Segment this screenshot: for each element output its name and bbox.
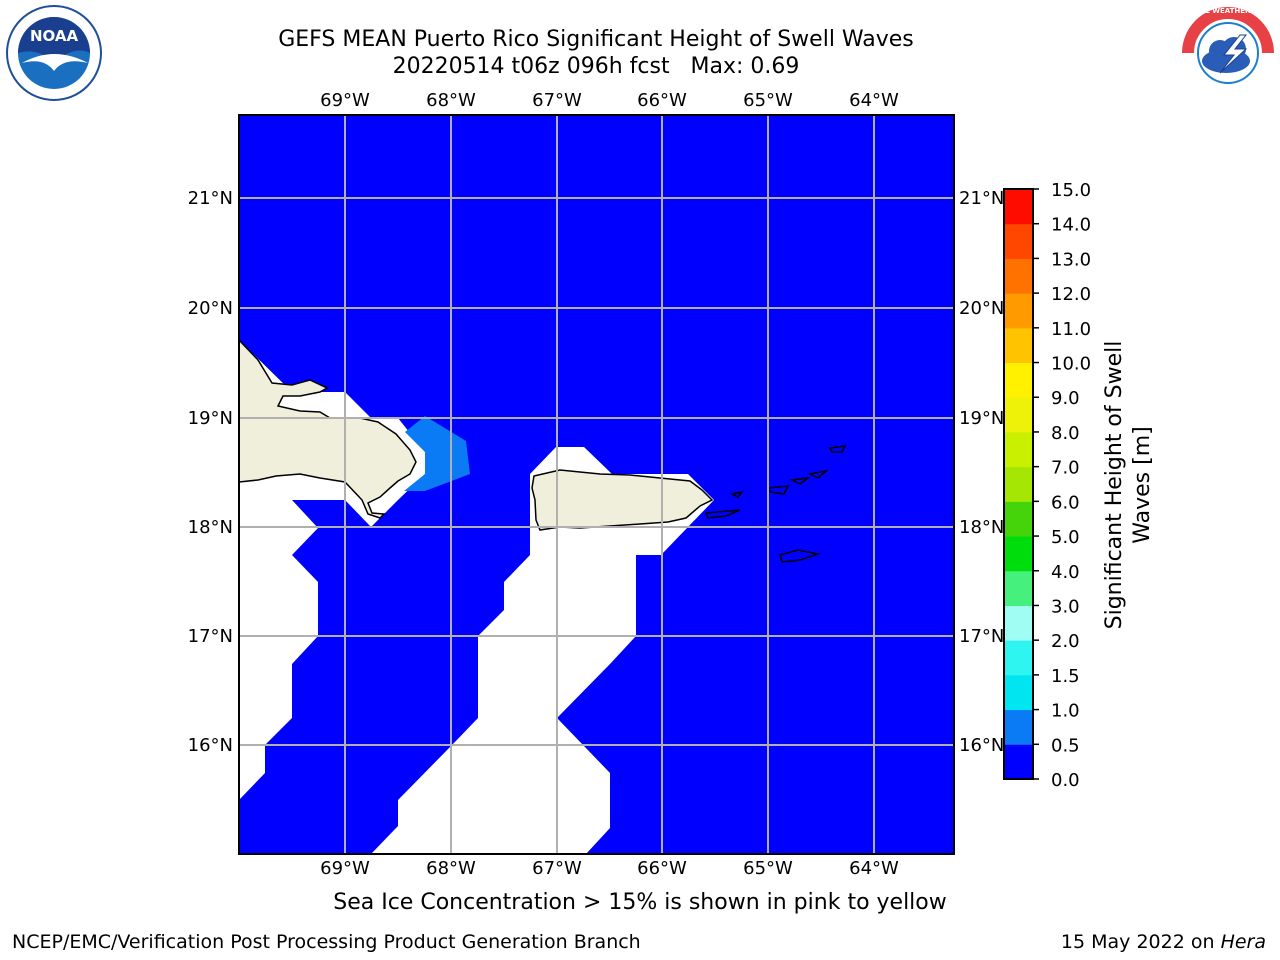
lat-label: 19°N — [188, 408, 233, 429]
colorbar-swatch — [1004, 189, 1033, 225]
colorbar-swatch — [1004, 709, 1033, 745]
virgin-islands — [704, 445, 847, 563]
lon-label: 69°W — [320, 858, 370, 879]
lon-label: 65°W — [743, 858, 793, 879]
svg-text:NOAA: NOAA — [30, 27, 79, 45]
lat-labels-left: 21°N 20°N 19°N 18°N 17°N 16°N — [188, 188, 233, 756]
footer-host: Hera — [1220, 931, 1266, 953]
colorbar-frame — [1003, 188, 1034, 780]
colorbar-label: Significant Height of Swell Waves [m] — [1102, 340, 1155, 630]
swell-0.5-1.0-patch — [404, 416, 470, 491]
lon-label: 64°W — [849, 858, 899, 879]
colorbar-tick-label: 1.5 — [1051, 666, 1080, 687]
lon-label: 68°W — [426, 90, 476, 111]
colorbar-tick-label: 0.0 — [1051, 770, 1080, 791]
colorbar-swatch — [1004, 223, 1033, 259]
colorbar-tick-label: 5.0 — [1051, 527, 1080, 548]
colorbar-swatch — [1004, 293, 1033, 329]
colorbar-swatch — [1004, 605, 1033, 641]
colorbar-tick-label: 4.0 — [1051, 562, 1080, 583]
colorbar-tick-label: 8.0 — [1051, 423, 1080, 444]
lon-label: 68°W — [426, 858, 476, 879]
lon-label: 64°W — [849, 90, 899, 111]
lon-label: 66°W — [637, 90, 687, 111]
hispaniola-land — [239, 338, 417, 519]
lon-label: 67°W — [532, 90, 582, 111]
colorbar-swatch — [1004, 397, 1033, 433]
map-title: GEFS MEAN Puerto Rico Significant Height… — [278, 27, 914, 52]
lat-label: 21°N — [188, 188, 233, 209]
lat-label: 16°N — [188, 735, 233, 756]
sea-ice-caption: Sea Ice Concentration > 15% is shown in … — [333, 890, 947, 915]
lon-labels-bottom: 69°W 68°W 67°W 66°W 65°W 64°W — [320, 858, 899, 879]
colorbar-swatch — [1004, 536, 1033, 572]
lat-label: 21°N — [959, 188, 1004, 209]
colorbar-tick-label: 1.0 — [1051, 701, 1080, 722]
colorbar-tick-label: 6.0 — [1051, 492, 1080, 513]
lat-label: 18°N — [188, 517, 233, 538]
noaa-logo: NOAA — [4, 5, 104, 109]
colorbar-tick-label: 7.0 — [1051, 458, 1080, 479]
map-subtitle: 20220514 t06z 096h fcst Max: 0.69 — [392, 54, 800, 79]
colorbar-swatch — [1004, 640, 1033, 676]
colorbar-tick-label: 0.5 — [1051, 735, 1080, 756]
lon-label: 69°W — [320, 90, 370, 111]
colorbar-swatch — [1004, 258, 1033, 294]
colorbar-swatch — [1004, 431, 1033, 468]
colorbar-tick-label: 9.0 — [1051, 388, 1080, 409]
colorbar-tick-label: 11.0 — [1051, 319, 1091, 340]
lat-label: 18°N — [959, 517, 1004, 538]
puerto-rico-land — [531, 469, 714, 531]
lat-label: 17°N — [959, 626, 1004, 647]
map-frame — [238, 114, 955, 855]
colorbar-tick-label: 2.0 — [1051, 631, 1080, 652]
lat-label: 17°N — [188, 626, 233, 647]
svg-text:NATIONAL WEATHER SERVICE: NATIONAL WEATHER SERVICE — [1180, 7, 1276, 15]
lat-label: 19°N — [959, 408, 1004, 429]
colorbar-tick-label: 15.0 — [1051, 180, 1091, 201]
colorbar: 0.0 0.5 1.0 1.5 2.0 3.0 4.0 5.0 6.0 7.0 8.0 9.0 10.0… — [1003, 180, 1091, 791]
lat-label: 20°N — [959, 298, 1004, 319]
colorbar-swatch — [1004, 327, 1033, 364]
no-data-area-mona-passage — [371, 447, 714, 854]
graticule — [239, 115, 954, 854]
colorbar-swatch — [1004, 466, 1033, 502]
colorbar-tick-label: 10.0 — [1051, 354, 1091, 375]
colorbar-swatch — [1004, 501, 1033, 537]
no-data-area-west — [239, 500, 318, 800]
colorbar-tick-label: 14.0 — [1051, 215, 1091, 236]
lat-labels-right: 21°N 20°N 19°N 18°N 17°N 16°N — [959, 188, 1004, 756]
lon-label: 66°W — [637, 858, 687, 879]
colorbar-swatch — [1004, 674, 1033, 711]
colorbar-swatch — [1004, 744, 1033, 780]
lon-label: 67°W — [532, 858, 582, 879]
colorbar-swatch — [1004, 570, 1033, 606]
lon-labels-top: 69°W 68°W 67°W 66°W 65°W 64°W — [320, 90, 899, 111]
lat-label: 16°N — [959, 735, 1004, 756]
footer-credit: NCEP/EMC/Verification Post Processing Pr… — [12, 931, 641, 953]
lon-label: 65°W — [743, 90, 793, 111]
colorbar-tick-label: 12.0 — [1051, 284, 1091, 305]
colorbar-tick-label: 13.0 — [1051, 249, 1091, 270]
nws-logo: NATIONAL WEATHER SERVICE — [1170, 5, 1280, 105]
colorbar-swatch — [1004, 362, 1033, 398]
lat-label: 20°N — [188, 298, 233, 319]
footer-date-text: 15 May 2022 on — [1060, 931, 1221, 953]
footer-date: 15 May 2022 on Hera — [1061, 931, 1266, 953]
colorbar-tick-label: 3.0 — [1051, 596, 1080, 617]
